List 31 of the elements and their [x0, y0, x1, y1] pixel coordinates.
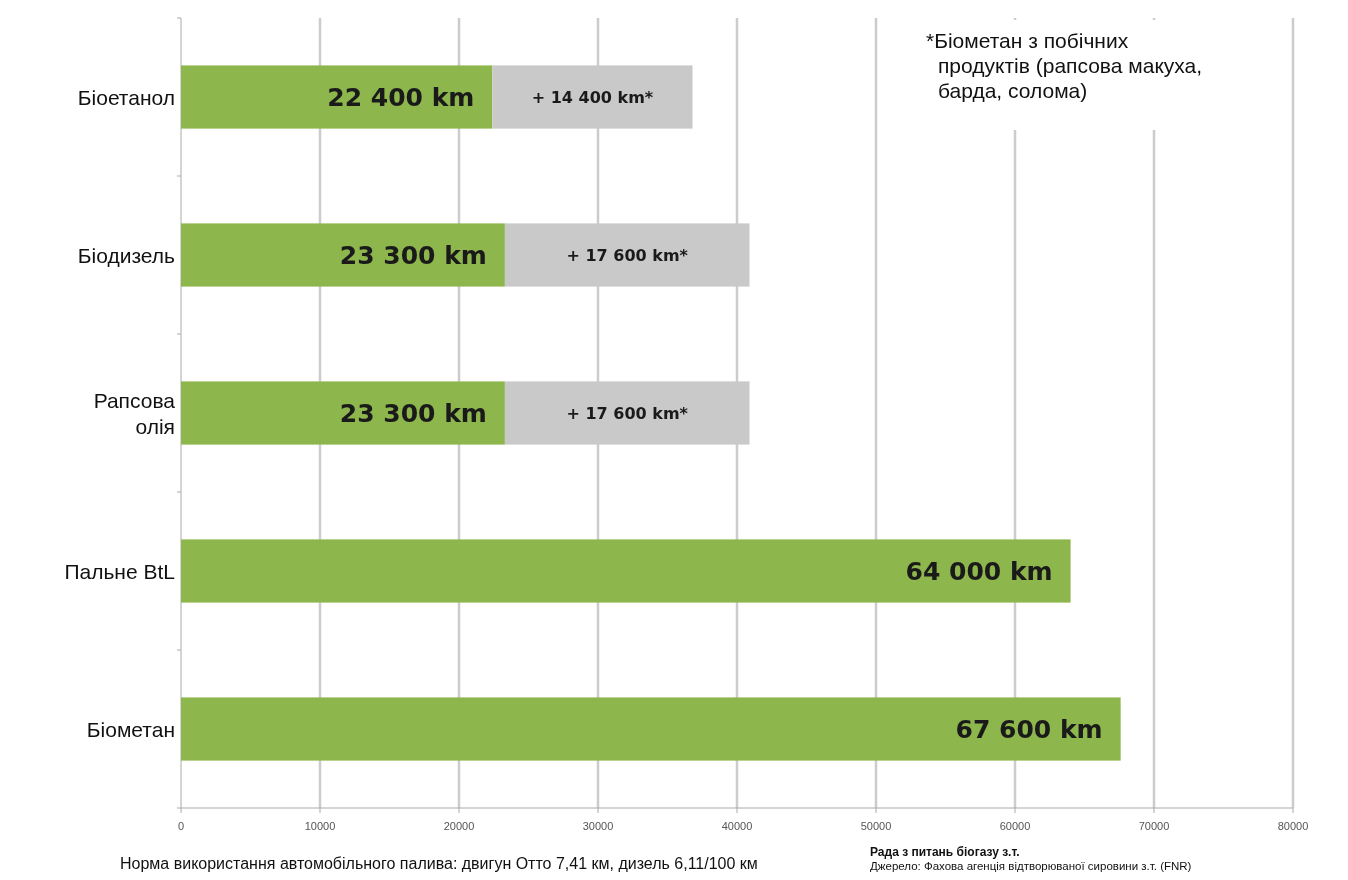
x-tick-label: 80000: [1277, 820, 1309, 832]
y-tick-label: Біоетанол: [77, 85, 175, 109]
x-tick-label: 20000: [443, 820, 475, 832]
x-tick-label: 30000: [582, 820, 614, 832]
x-tick-label: 60000: [999, 820, 1031, 832]
data-label: 23 300 km: [339, 240, 487, 270]
data-label: + 14 400 km*: [531, 87, 654, 107]
x-tick-label: 40000: [721, 820, 753, 832]
data-label: 67 600 km: [955, 714, 1103, 744]
data-label: + 17 600 km*: [566, 403, 689, 423]
data-label: 23 300 km: [339, 398, 487, 428]
bar: [181, 697, 1121, 761]
x-tick-label: 50000: [860, 820, 892, 832]
y-tick-label: Рапсова олія: [93, 388, 176, 438]
bar: [181, 539, 1071, 603]
x-tick-label: 10000: [304, 820, 336, 832]
data-label: + 17 600 km*: [566, 245, 689, 265]
bar: [181, 223, 505, 287]
y-tick-label: Пальне BtL: [64, 559, 175, 583]
annotation: *Біометан з побічних продуктів (рапсова макуха, барда, солома): [926, 29, 1203, 102]
text: Джерело: Фахова агенція відтворюваної сировини з.т. (FNR): [870, 860, 1192, 872]
y-tick-label: Біометан: [86, 717, 175, 741]
bar: [181, 65, 493, 129]
data-label: 22 400 km: [327, 82, 475, 112]
text: Норма використання автомобільного палива: двигун Отто 7,41 км, дизель 6,11/100 км: [120, 855, 758, 872]
data-label: 64 000 km: [905, 556, 1053, 586]
text: Рада з питань біогазу з.т.: [870, 845, 1020, 859]
bar: [181, 381, 505, 445]
x-tick-label: 70000: [1138, 820, 1170, 832]
y-tick-label: Біодизель: [77, 243, 176, 267]
x-tick-label: 0: [177, 820, 185, 832]
